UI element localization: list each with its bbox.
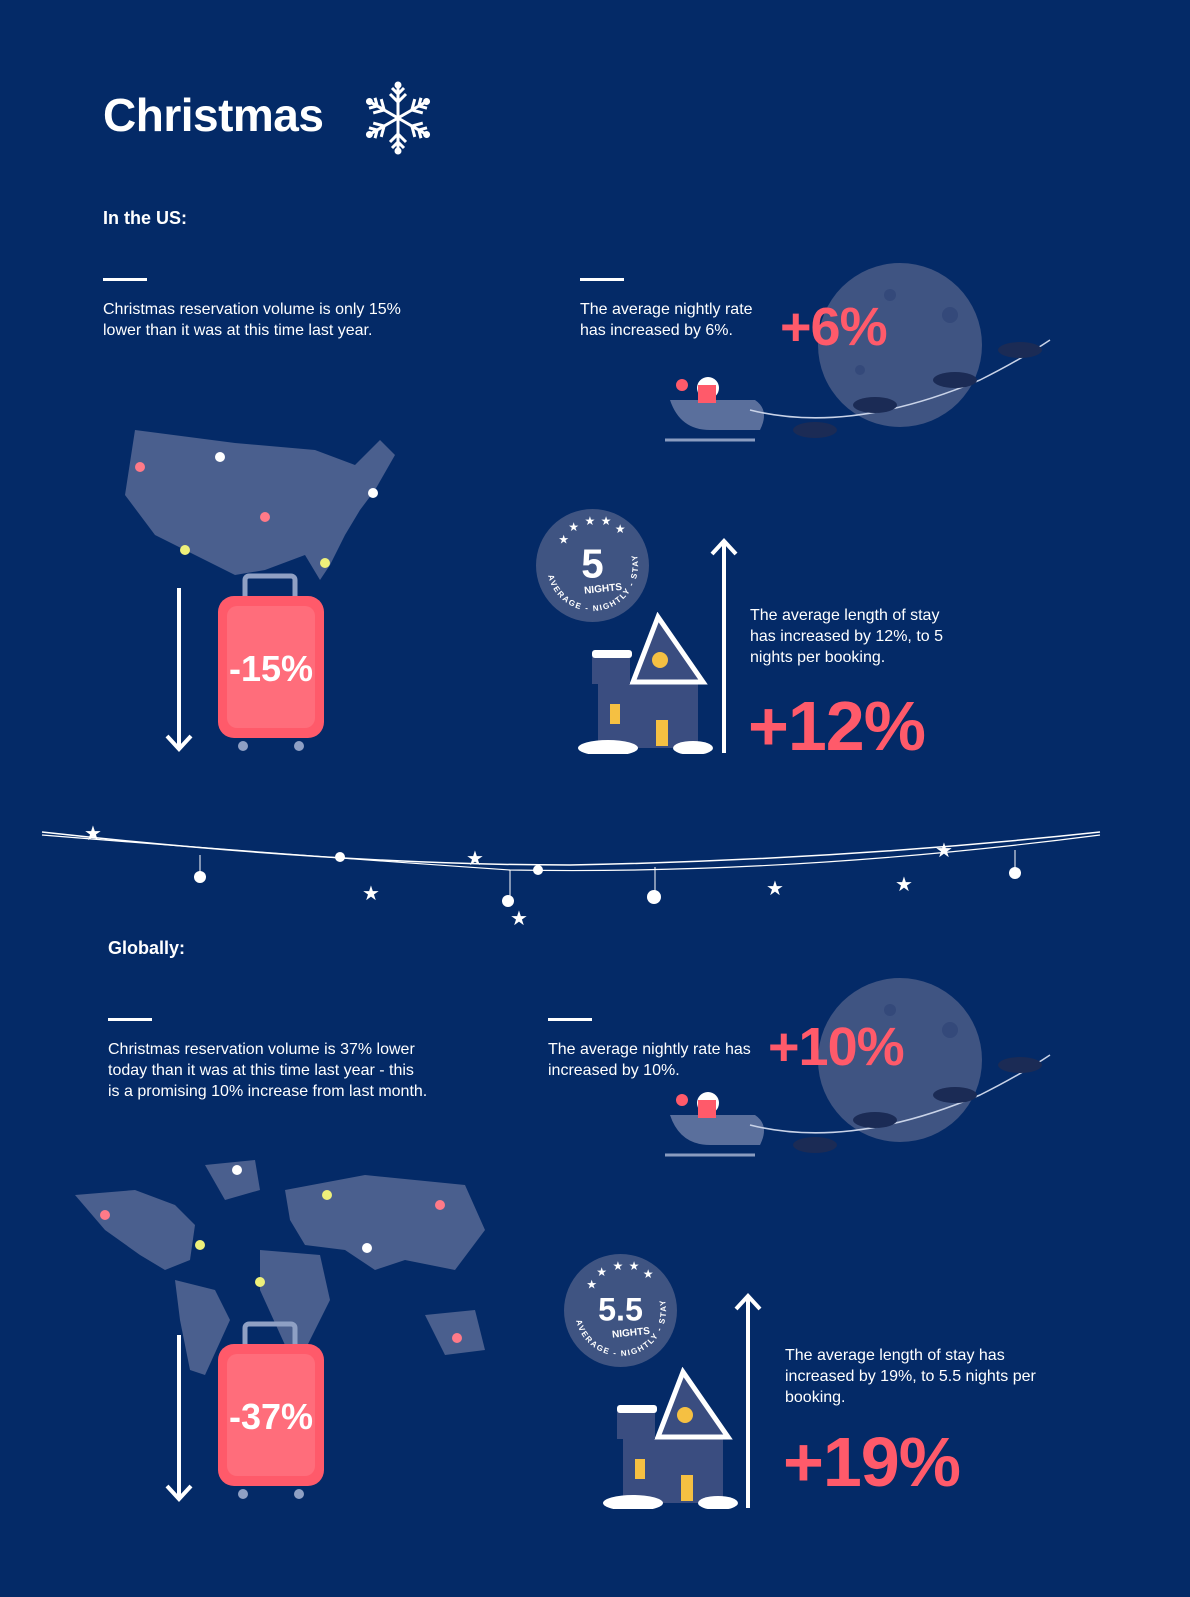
svg-text:★: ★ bbox=[935, 840, 953, 862]
global-volume-text: Christmas reservation volume is 37% lowe… bbox=[108, 1041, 428, 1100]
house bbox=[603, 1367, 738, 1509]
svg-text:★: ★ bbox=[586, 1277, 597, 1291]
house bbox=[578, 612, 713, 754]
reindeer bbox=[793, 342, 1042, 438]
us-stay-value: +12% bbox=[748, 687, 926, 765]
world-map bbox=[75, 1160, 485, 1375]
arrow-down-icon bbox=[165, 1335, 193, 1502]
arrow-down-icon bbox=[165, 588, 193, 752]
moon-sleigh-illustration bbox=[665, 978, 1051, 1157]
svg-text:★: ★ bbox=[466, 848, 484, 870]
svg-text:★: ★ bbox=[601, 514, 612, 528]
arrow-up-icon bbox=[734, 1293, 762, 1508]
badge-unit: NIGHTS bbox=[584, 582, 623, 597]
us-stay-text: The average length of stay has increased… bbox=[750, 607, 944, 666]
us-nights-badge: ★★ ★ ★★ 5 NIGHTS AVERAGE - NIGHTLY - STAY bbox=[536, 509, 649, 622]
us-volume-value: -15% bbox=[228, 648, 314, 689]
svg-text:★: ★ bbox=[615, 522, 626, 536]
garland: ★ ★ ★ ★ ★ ★ ★ bbox=[41, 823, 1101, 930]
svg-text:★: ★ bbox=[629, 1259, 640, 1273]
svg-text:★: ★ bbox=[612, 1259, 623, 1273]
divider bbox=[580, 278, 624, 281]
snowflake-icon bbox=[362, 81, 434, 156]
santa-sleigh bbox=[665, 377, 764, 442]
svg-text:★: ★ bbox=[510, 908, 528, 930]
badge-number: 5 bbox=[581, 541, 603, 587]
svg-text:★: ★ bbox=[766, 878, 784, 900]
divider bbox=[108, 1018, 152, 1021]
arrow-up-icon bbox=[710, 538, 738, 753]
reindeer bbox=[793, 1057, 1042, 1153]
us-volume-text: Christmas reservation volume is only 15%… bbox=[103, 301, 401, 339]
global-stay-value: +19% bbox=[783, 1423, 961, 1501]
svg-text:★: ★ bbox=[643, 1267, 654, 1281]
moon-sleigh-illustration bbox=[665, 263, 1051, 442]
global-nights-badge: ★★ ★ ★★ 5.5 NIGHTS AVERAGE - NIGHTLY - STA… bbox=[564, 1254, 677, 1367]
divider bbox=[548, 1018, 592, 1021]
svg-text:★: ★ bbox=[596, 1265, 607, 1279]
global-heading: Globally: bbox=[108, 938, 186, 958]
page-title: Christmas bbox=[103, 89, 324, 141]
badge-unit: NIGHTS bbox=[611, 1326, 650, 1341]
svg-text:★: ★ bbox=[895, 874, 913, 896]
us-map bbox=[125, 430, 395, 580]
svg-text:★: ★ bbox=[84, 823, 102, 845]
suitcase bbox=[218, 1321, 324, 1499]
svg-text:★: ★ bbox=[568, 520, 579, 534]
us-rate-text: The average nightly rate has increased b… bbox=[580, 301, 753, 339]
svg-text:★: ★ bbox=[362, 883, 380, 905]
svg-text:★: ★ bbox=[584, 514, 595, 528]
global-volume-value: -37% bbox=[228, 1396, 314, 1437]
star-icon: ★ ★ ★ ★ ★ ★ ★ bbox=[84, 823, 953, 930]
global-stay-text: The average length of stay has increased… bbox=[785, 1347, 1036, 1406]
us-rate-value: +6% bbox=[780, 297, 888, 357]
suitcase bbox=[218, 573, 324, 751]
svg-text:★: ★ bbox=[558, 532, 569, 546]
divider bbox=[103, 278, 147, 281]
santa-sleigh bbox=[665, 1092, 764, 1157]
badge-number: 5.5 bbox=[598, 1292, 643, 1328]
global-rate-text: The average nightly rate has increased b… bbox=[548, 1041, 751, 1079]
global-rate-value: +10% bbox=[768, 1017, 905, 1077]
us-heading: In the US: bbox=[103, 208, 187, 228]
